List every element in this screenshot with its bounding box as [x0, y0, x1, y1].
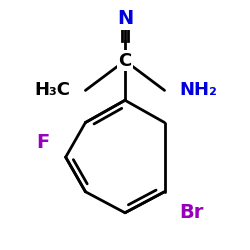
- Text: NH₂: NH₂: [180, 82, 217, 100]
- Text: F: F: [36, 133, 50, 152]
- Text: Br: Br: [180, 203, 204, 222]
- Text: C: C: [118, 52, 132, 70]
- Text: N: N: [117, 9, 133, 28]
- Text: H₃C: H₃C: [34, 82, 70, 100]
